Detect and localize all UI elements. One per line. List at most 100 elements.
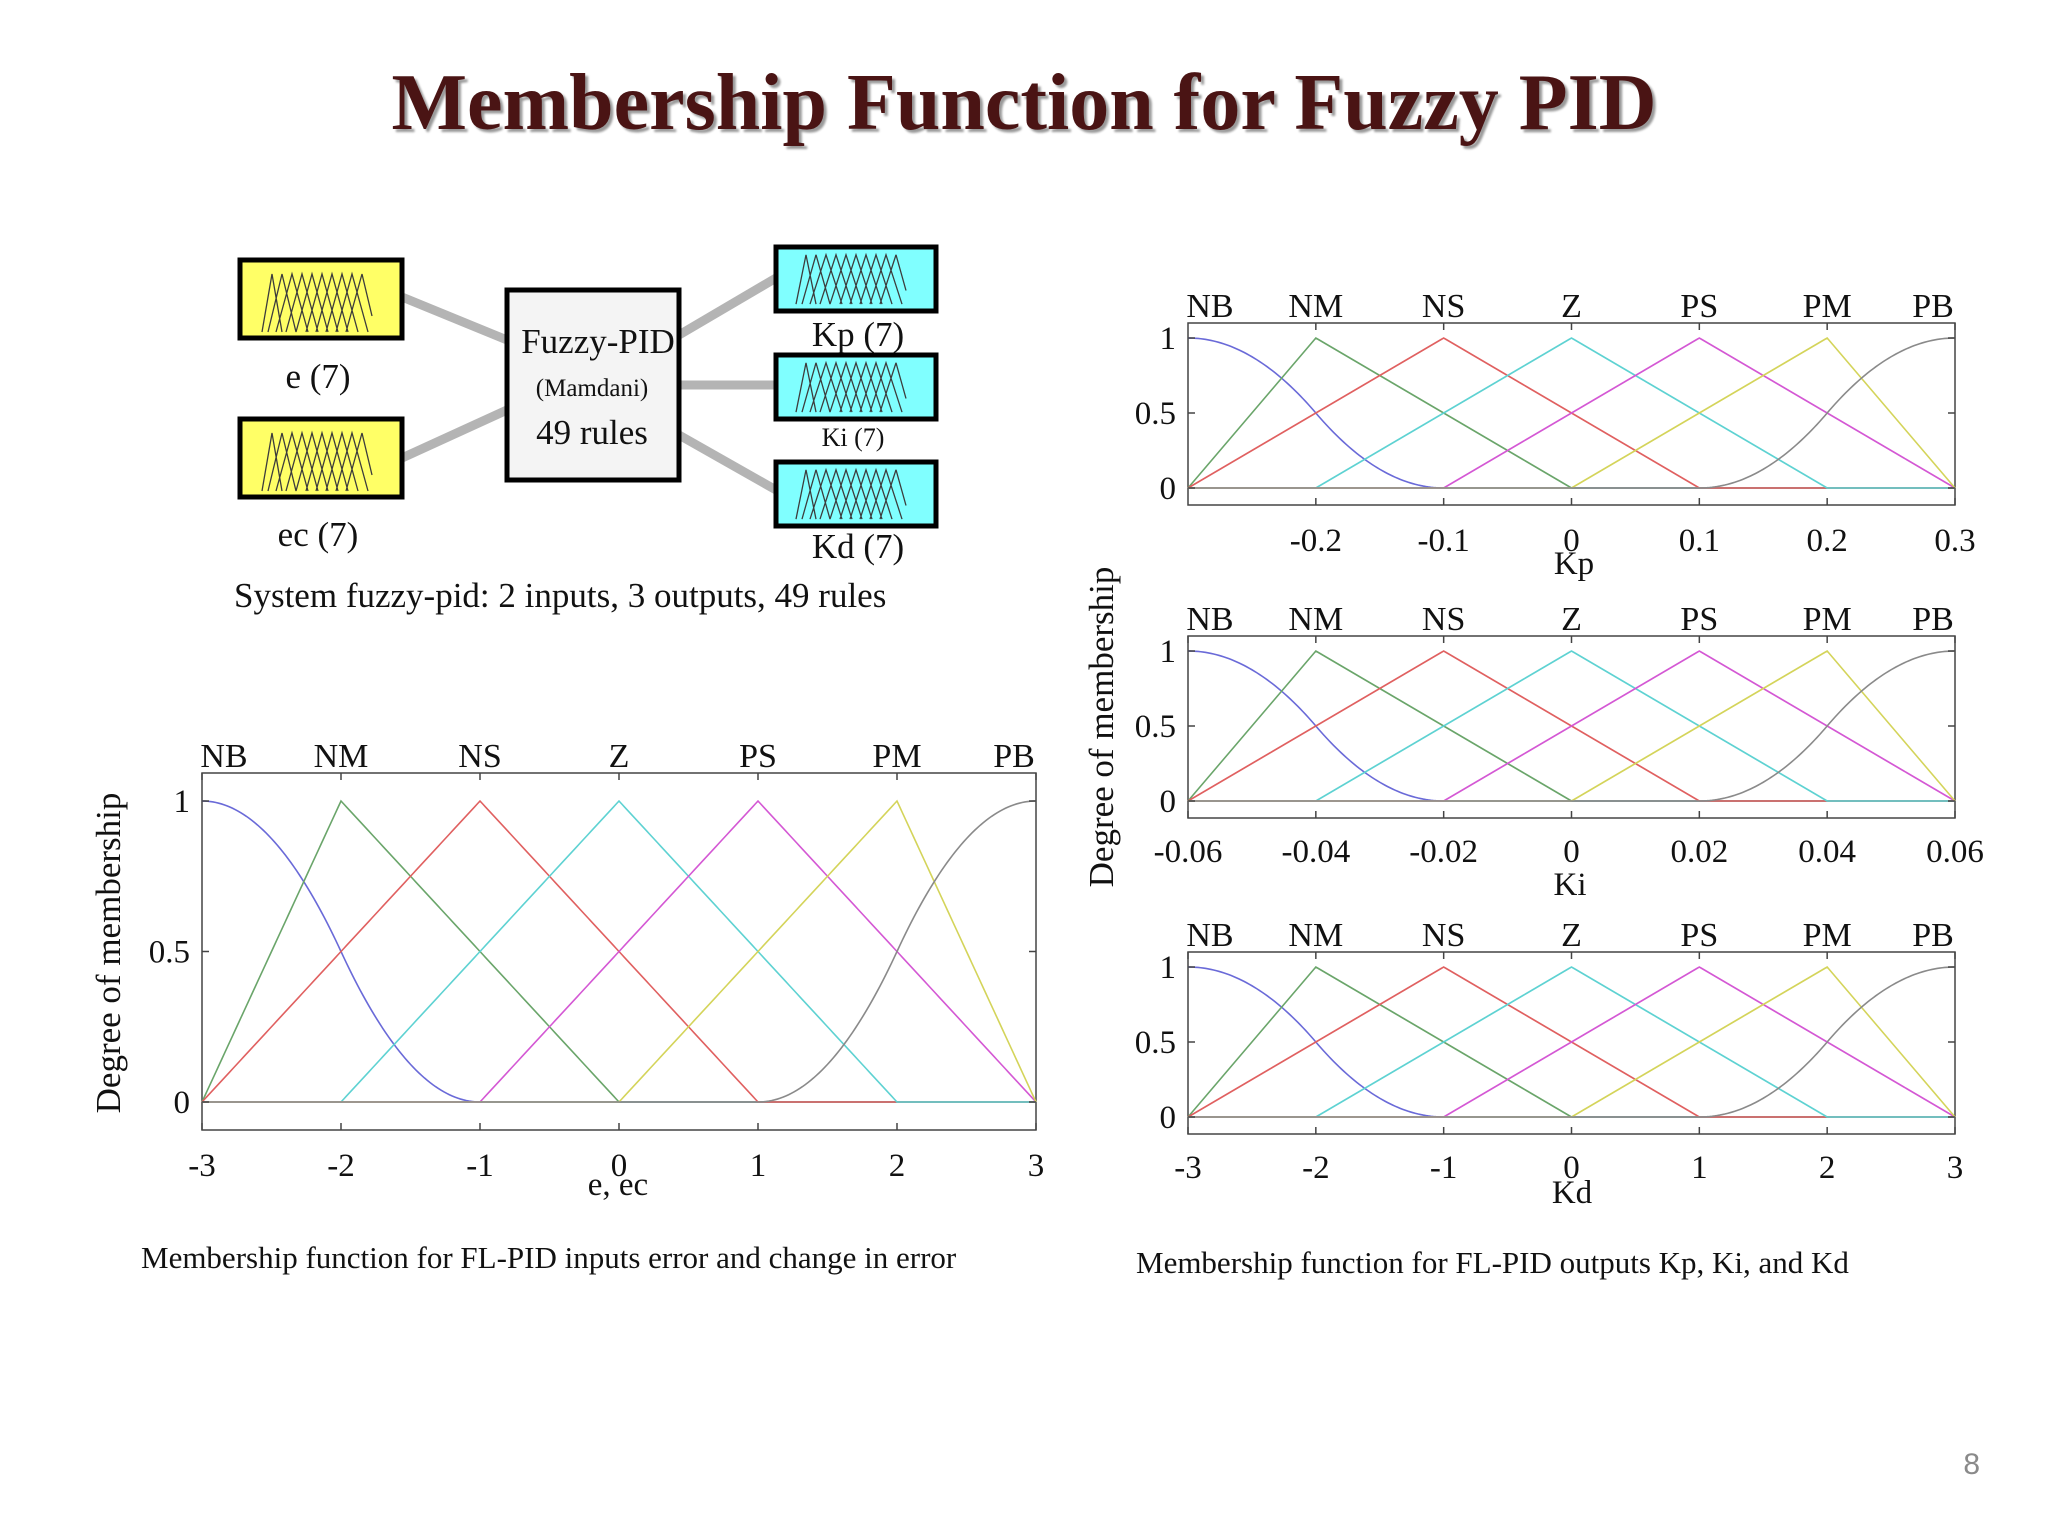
x-tick-label: -0.04 (1281, 834, 1350, 870)
kp-mf-plot: NB NM NS Z PS PM PB 0 0.5 1 -0.2 -0.1 0 0.1 0.2 0.3 (1135, 288, 1976, 559)
y-tick-label: 0.5 (1135, 1025, 1176, 1061)
y-tick-label: 1 (1160, 634, 1177, 670)
output-label-kd: Kd (7) (812, 527, 904, 566)
set-label-nm: NM (1288, 601, 1343, 638)
x-tick-label: 0 (1563, 834, 1580, 870)
x-tick-label: 0.02 (1670, 834, 1728, 870)
set-label-pm: PM (872, 738, 921, 775)
output-ylabel: Degree of membership (1082, 567, 1121, 888)
x-tick-label: -2 (327, 1148, 355, 1184)
mf-curve-pm (1188, 965, 1956, 1118)
x-tick-label: 0 (1563, 523, 1580, 559)
y-tick-label: 0 (1160, 471, 1177, 507)
input-mf-plot: NB NM NS Z PS PM PB 0 0.5 1 -3 -2 -1 0 1 2 3 (149, 738, 1045, 1184)
set-label-pm: PM (1803, 917, 1852, 954)
mf-curve-pb (202, 800, 1037, 1103)
input-box-ec (237, 416, 405, 500)
x-tick-label: -2 (1302, 1150, 1330, 1186)
set-label-ps: PS (1680, 601, 1718, 638)
y-tick-label: 0.5 (1135, 709, 1176, 745)
mf-curve-pm (1188, 336, 1956, 489)
set-label-nb: NB (1186, 601, 1233, 638)
slide-title: Membership Function for Fuzzy PID (391, 59, 1657, 147)
ki-mf-plot: NB NM NS Z PS PM PB 0 0.5 1 -0.06 -0.04 -0.02 0 0.02 0.… (1135, 601, 1984, 870)
set-label-ns: NS (1422, 917, 1465, 954)
output-label-ki: Ki (7) (822, 423, 885, 452)
x-tick-label: 0.1 (1679, 523, 1720, 559)
set-label-pm: PM (1803, 288, 1852, 325)
set-label-ps: PS (739, 738, 777, 775)
mf-curve-ps (1188, 337, 1956, 489)
input-label-e: e (7) (285, 357, 350, 396)
set-label-nb: NB (1186, 288, 1233, 325)
input-xlabel: e, ec (588, 1167, 648, 1203)
output-box-kd (773, 459, 939, 529)
output-label-kp: Kp (7) (812, 315, 904, 354)
page-number: 8 (1963, 1448, 1980, 1481)
input-label-ec: ec (7) (278, 515, 359, 554)
kd-xlabel: Kd (1552, 1175, 1593, 1211)
mf-curve-z (1188, 650, 1955, 802)
x-tick-label: -1 (466, 1148, 494, 1184)
set-label-nb: NB (200, 738, 247, 775)
x-tick-label: 1 (750, 1148, 767, 1184)
x-tick-label: -0.2 (1290, 523, 1342, 559)
set-label-z: Z (1561, 288, 1582, 325)
x-tick-label: -0.02 (1409, 834, 1478, 870)
x-tick-label: 3 (1947, 1150, 1964, 1186)
y-tick-label: 0 (1160, 1100, 1177, 1136)
y-tick-label: 1 (174, 784, 191, 820)
fis-diagram: e (7) ec (7) Fuzzy-PID (Mamdani) 49 rule… (234, 244, 939, 615)
set-label-pb: PB (993, 738, 1035, 775)
mf-curve-nb (1187, 337, 1955, 489)
x-tick-label: 0.2 (1807, 523, 1848, 559)
mf-curve-pb (1188, 650, 1956, 802)
set-label-z: Z (1561, 917, 1582, 954)
kp-xlabel: Kp (1554, 546, 1594, 582)
set-label-ps: PS (1680, 917, 1718, 954)
x-tick-label: 2 (1819, 1150, 1836, 1186)
x-tick-label: 1 (1691, 1150, 1708, 1186)
kd-mf-plot: NB NM NS Z PS PM PB 0 0.5 1 -3 -2 -1 0 1 2 3 (1135, 917, 1964, 1186)
y-tick-label: 0.5 (149, 935, 190, 971)
x-tick-label: 2 (889, 1148, 906, 1184)
input-ylabel: Degree of membership (89, 793, 128, 1114)
plot-frame (1187, 635, 1956, 819)
set-label-pb: PB (1912, 288, 1954, 325)
mf-curve-nb (1187, 966, 1955, 1118)
set-label-ns: NS (458, 738, 501, 775)
mf-curve-nm (1187, 336, 1955, 489)
fis-connectors (400, 274, 779, 494)
x-tick-label: -3 (1174, 1150, 1202, 1186)
x-tick-label: -0.1 (1418, 523, 1470, 559)
set-label-pm: PM (1803, 601, 1852, 638)
output-box-ki (773, 352, 939, 422)
set-label-pb: PB (1912, 917, 1954, 954)
set-label-z: Z (1561, 601, 1582, 638)
fis-summary: System fuzzy-pid: 2 inputs, 3 outputs, 4… (234, 576, 886, 615)
mf-curve-pb (1188, 966, 1956, 1118)
mf-curve-pm (1188, 649, 1956, 802)
mf-curve-pb (1188, 337, 1956, 489)
set-label-z: Z (609, 738, 630, 775)
x-tick-label: -1 (1430, 1150, 1458, 1186)
set-label-ps: PS (1680, 288, 1718, 325)
set-label-nm: NM (1288, 288, 1343, 325)
set-label-nb: NB (1186, 917, 1233, 954)
x-tick-label: 0 (611, 1148, 628, 1184)
x-tick-label: 0 (1563, 1150, 1580, 1186)
y-tick-label: 0 (174, 1085, 191, 1121)
y-tick-label: 0 (1160, 784, 1177, 820)
mf-curve-z (1188, 966, 1955, 1118)
ki-xlabel: Ki (1554, 867, 1587, 903)
mf-curve-ps (202, 799, 1037, 1103)
mf-curve-ns (1187, 650, 1955, 802)
x-tick-label: 0.04 (1798, 834, 1856, 870)
y-tick-label: 0.5 (1135, 396, 1176, 432)
input-box-e (237, 257, 405, 341)
y-tick-label: 1 (1160, 321, 1177, 357)
mf-curve-nb (1187, 650, 1955, 802)
fis-center-rules: 49 rules (536, 413, 648, 452)
caption-inputs: Membership function for FL-PID inputs er… (141, 1240, 957, 1275)
fis-center-name: Fuzzy-PID (521, 322, 675, 361)
